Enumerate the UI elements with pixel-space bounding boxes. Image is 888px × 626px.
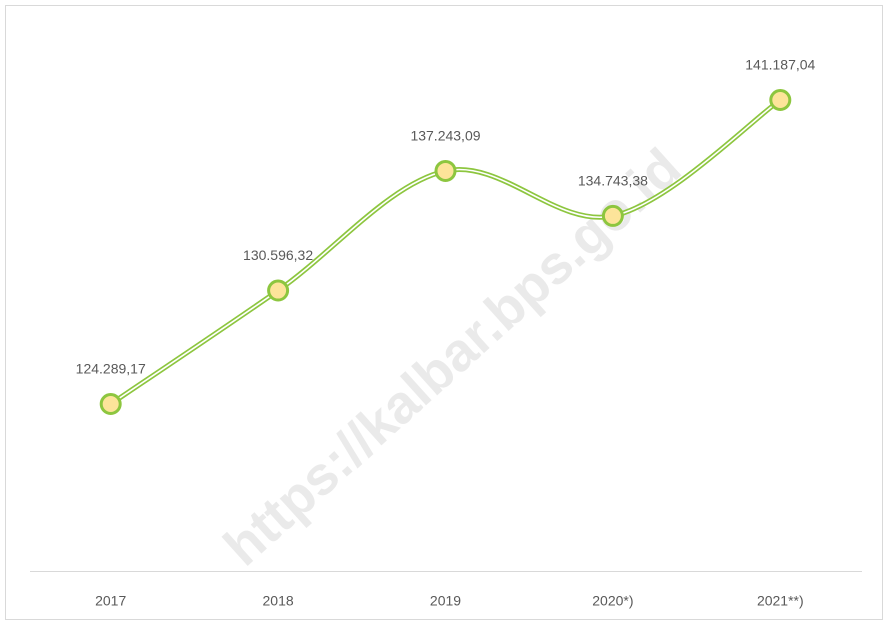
marker: [601, 204, 624, 227]
marker: [99, 393, 122, 415]
x-tick-label: 2020*): [592, 593, 633, 609]
marker: [769, 89, 792, 111]
marker: [267, 279, 290, 302]
data-label: 134.743,38: [578, 173, 648, 189]
data-label: 130.596,32: [243, 247, 313, 263]
data-label: 141.187,04: [745, 57, 815, 73]
chart-frame: [5, 5, 883, 620]
x-tick-label: 2021**): [757, 593, 804, 609]
marker: [434, 159, 457, 182]
x-tick-label: 2017: [95, 593, 126, 609]
data-label: 137.243,09: [410, 128, 480, 144]
data-label: 124.289,17: [76, 361, 146, 377]
x-tick-label: 2018: [263, 593, 294, 609]
x-tick-label: 2019: [430, 593, 461, 609]
